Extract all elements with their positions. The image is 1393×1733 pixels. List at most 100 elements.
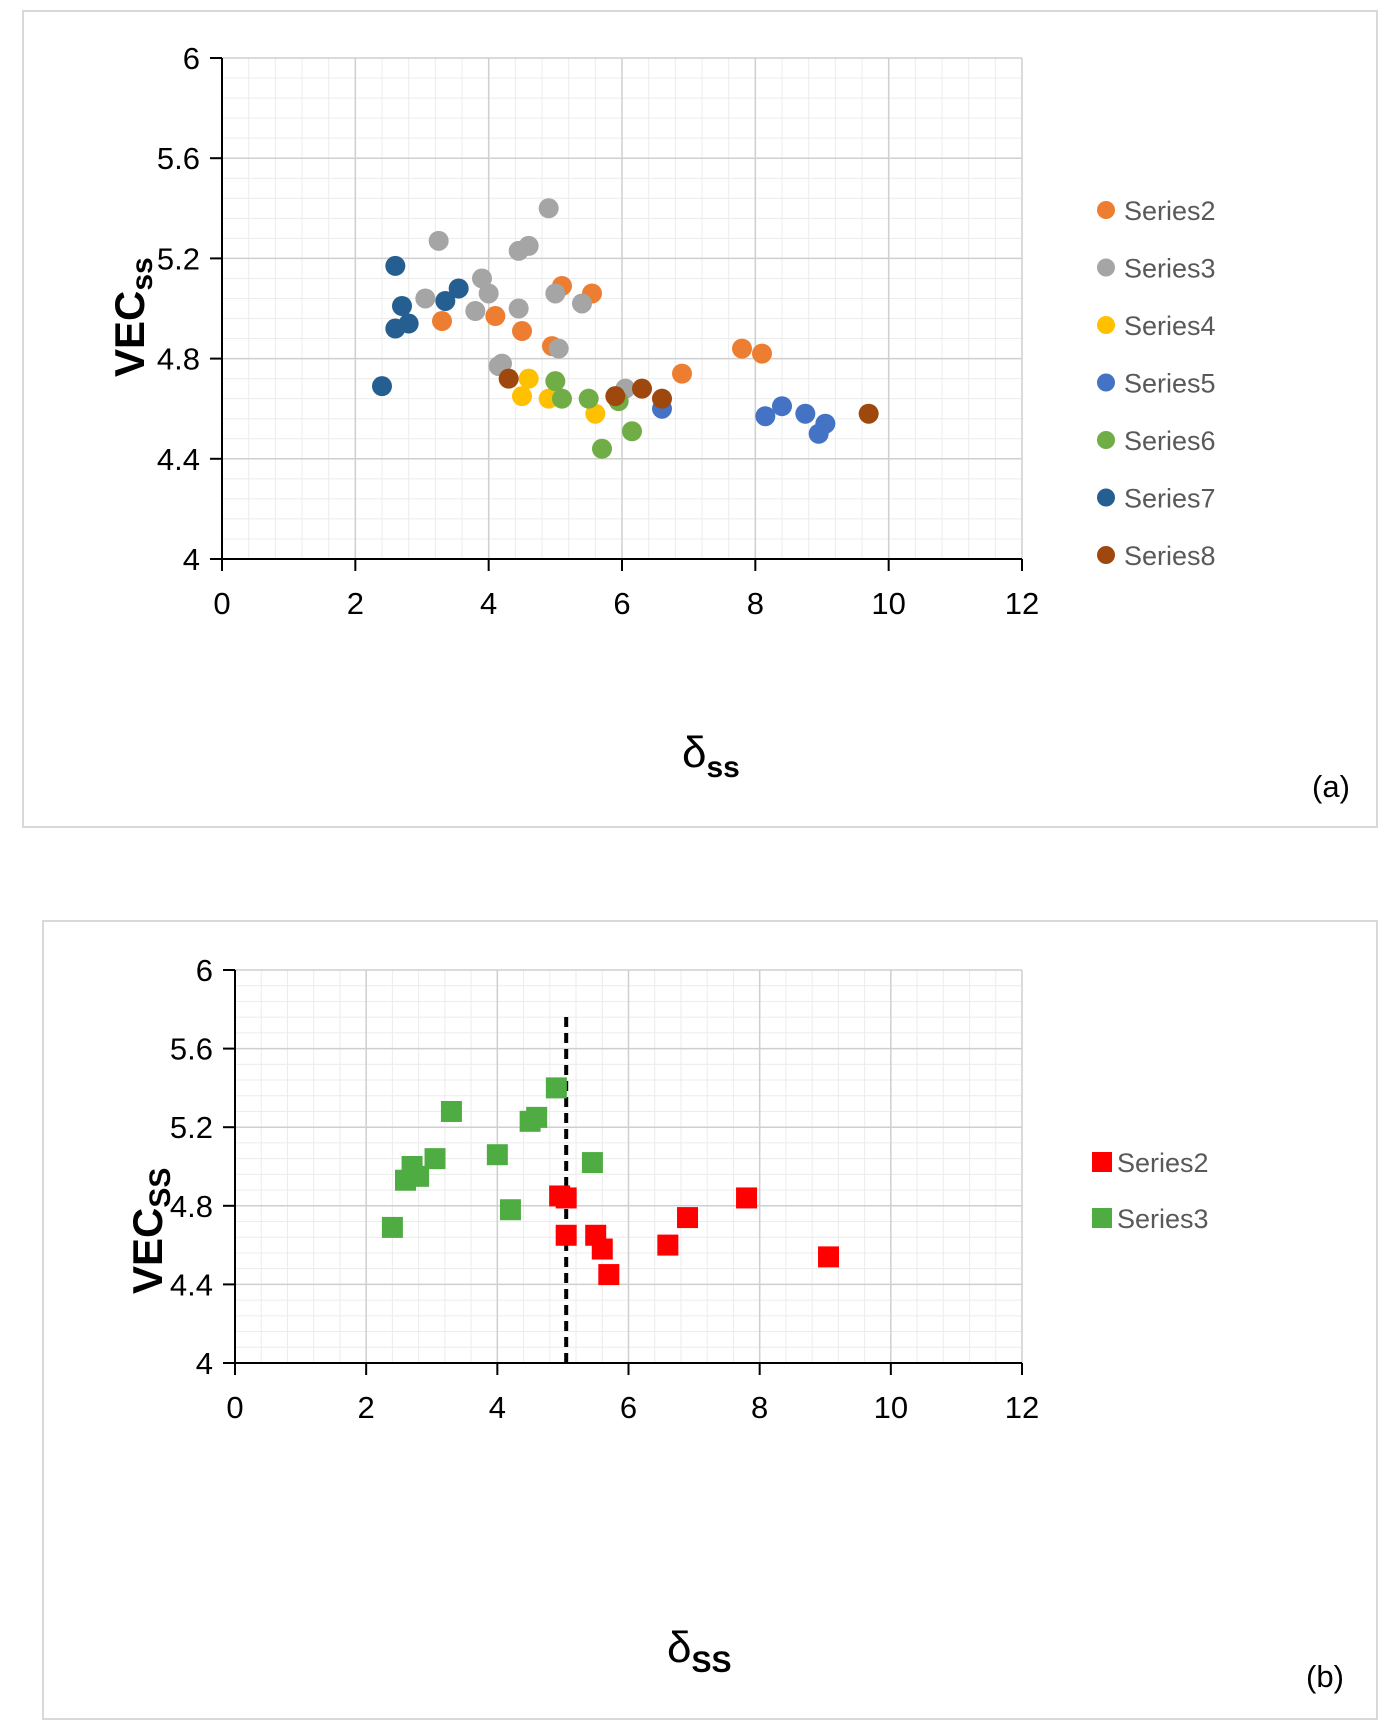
legend: Series2 Series3 Series4 Series5 Series6 Serie…: [1097, 196, 1216, 571]
y-axis-label: VECss: [106, 257, 159, 377]
data-point-series7: [392, 295, 412, 316]
data-point-series4: [518, 368, 539, 389]
y-tick-label: 5.2: [157, 241, 200, 276]
x-axis-label: δSS: [667, 1623, 732, 1679]
y-tick-label: 5.2: [170, 1110, 213, 1145]
data-points: [381, 1077, 840, 1286]
legend-label-series2: Series2: [1117, 1148, 1209, 1178]
data-point-series2: [555, 1224, 577, 1246]
y-tick-label: 4: [183, 542, 200, 577]
data-point-series2: [485, 306, 506, 327]
x-tick-label: 0: [213, 586, 230, 621]
data-point-series3: [465, 301, 486, 322]
data-point-series6: [552, 388, 572, 409]
data-point-series3: [581, 1152, 603, 1174]
data-point-series2: [512, 321, 532, 342]
y-tick-label: 4.8: [157, 342, 200, 377]
data-point-series3: [545, 1077, 567, 1099]
legend-label-series2: Series2: [1124, 196, 1216, 226]
x-tick-label: 0: [226, 1390, 243, 1425]
data-point-series3: [381, 1216, 403, 1238]
chart-panel-a: 0 2 4 6 8 10 12 4 4.4 4.8 5.2 5.6 6 Series2 Series3 Se…: [22, 10, 1378, 828]
data-point-series4: [512, 386, 532, 407]
data-point-series5: [815, 413, 836, 434]
y-tick-label: 4.8: [170, 1189, 213, 1224]
x-tick-label: 2: [347, 586, 364, 621]
x-tick-label: 10: [871, 586, 905, 621]
legend-label-series7: Series7: [1124, 484, 1216, 514]
data-points: [372, 198, 879, 459]
legend-marker-series2: [1092, 1152, 1112, 1172]
axes: [223, 969, 1023, 1375]
tick-labels: 0 2 4 6 8 10 12 4 4.4 4.8 5.2 5.6 6: [157, 41, 1039, 621]
legend-label-series8: Series8: [1124, 541, 1216, 571]
legend-label-series6: Series6: [1124, 426, 1216, 456]
data-point-series3: [440, 1100, 462, 1122]
major-gridlines: [234, 969, 1023, 1364]
chart-panel-b: 0 2 4 6 8 10 12 4 4.4 4.8 5.2 5.6 6 Series2 Series3 V…: [42, 920, 1378, 1720]
legend-marker-series3: [1097, 258, 1115, 277]
x-tick-label: 8: [751, 1390, 768, 1425]
data-point-series7: [372, 376, 392, 397]
panel-label-b: (b): [1306, 1659, 1344, 1694]
data-point-series3: [486, 1144, 508, 1166]
data-point-series7: [448, 278, 469, 299]
x-tick-label: 2: [358, 1390, 375, 1425]
legend-label-series3: Series3: [1124, 254, 1216, 284]
data-point-series3: [526, 1106, 548, 1128]
y-tick-label: 4.4: [157, 442, 200, 477]
legend-marker-series7: [1097, 488, 1115, 507]
data-point-series3: [508, 298, 529, 319]
data-point-series2: [672, 363, 692, 384]
scatter-chart-b: 0 2 4 6 8 10 12 4 4.4 4.8 5.2 5.6 6 Series2 Series3 V…: [124, 953, 1344, 1694]
data-point-series2: [752, 343, 772, 364]
legend-marker-series3: [1092, 1208, 1112, 1228]
data-point-series2: [555, 1187, 577, 1209]
legend-marker-series4: [1097, 316, 1115, 334]
data-point-series3: [478, 283, 499, 304]
legend-label-series4: Series4: [1124, 311, 1216, 341]
legend-marker-series5: [1097, 373, 1115, 392]
y-tick-label: 6: [183, 41, 200, 76]
data-point-series2: [657, 1234, 679, 1256]
tick-labels: 0 2 4 6 8 10 12 4 4.4 4.8 5.2 5.6 6: [170, 953, 1039, 1425]
y-tick-label: 4: [196, 1346, 213, 1381]
legend-marker-series6: [1097, 431, 1115, 449]
x-tick-label: 12: [1005, 1390, 1039, 1425]
data-point-series2: [598, 1264, 620, 1286]
data-point-series3: [472, 268, 492, 289]
data-point-series2: [736, 1187, 758, 1209]
major-gridlines: [221, 57, 1023, 560]
legend-marker-series8: [1097, 546, 1115, 564]
data-point-series8: [498, 368, 519, 389]
x-tick-label: 4: [480, 586, 497, 621]
data-point-series8: [652, 388, 672, 409]
data-point-series5: [755, 406, 776, 427]
data-point-series6: [545, 371, 566, 392]
data-point-series4: [585, 403, 606, 424]
data-point-series7: [398, 313, 419, 334]
y-tick-label: 4.4: [170, 1267, 213, 1302]
data-point-series3: [428, 230, 449, 251]
data-point-series8: [858, 403, 879, 424]
y-tick-label: 6: [196, 953, 213, 988]
panel-label-a: (a): [1312, 769, 1350, 804]
data-point-series3: [408, 1165, 430, 1187]
data-point-series3: [548, 338, 569, 359]
data-point-series7: [385, 255, 406, 276]
x-tick-label: 10: [874, 1390, 908, 1425]
legend-marker-series2: [1097, 201, 1115, 219]
y-tick-label: 5.6: [157, 141, 200, 176]
legend: Series2 Series3: [1092, 1148, 1209, 1234]
data-point-series3: [518, 235, 539, 256]
data-point-series8: [605, 386, 626, 407]
x-tick-label: 6: [613, 586, 630, 621]
data-point-series2: [732, 338, 752, 359]
data-point-series5: [795, 403, 816, 424]
data-point-series3: [572, 293, 592, 314]
data-point-series6: [578, 388, 599, 409]
data-point-series7: [435, 290, 456, 311]
data-point-series2: [818, 1246, 840, 1268]
data-point-series2: [677, 1207, 699, 1229]
